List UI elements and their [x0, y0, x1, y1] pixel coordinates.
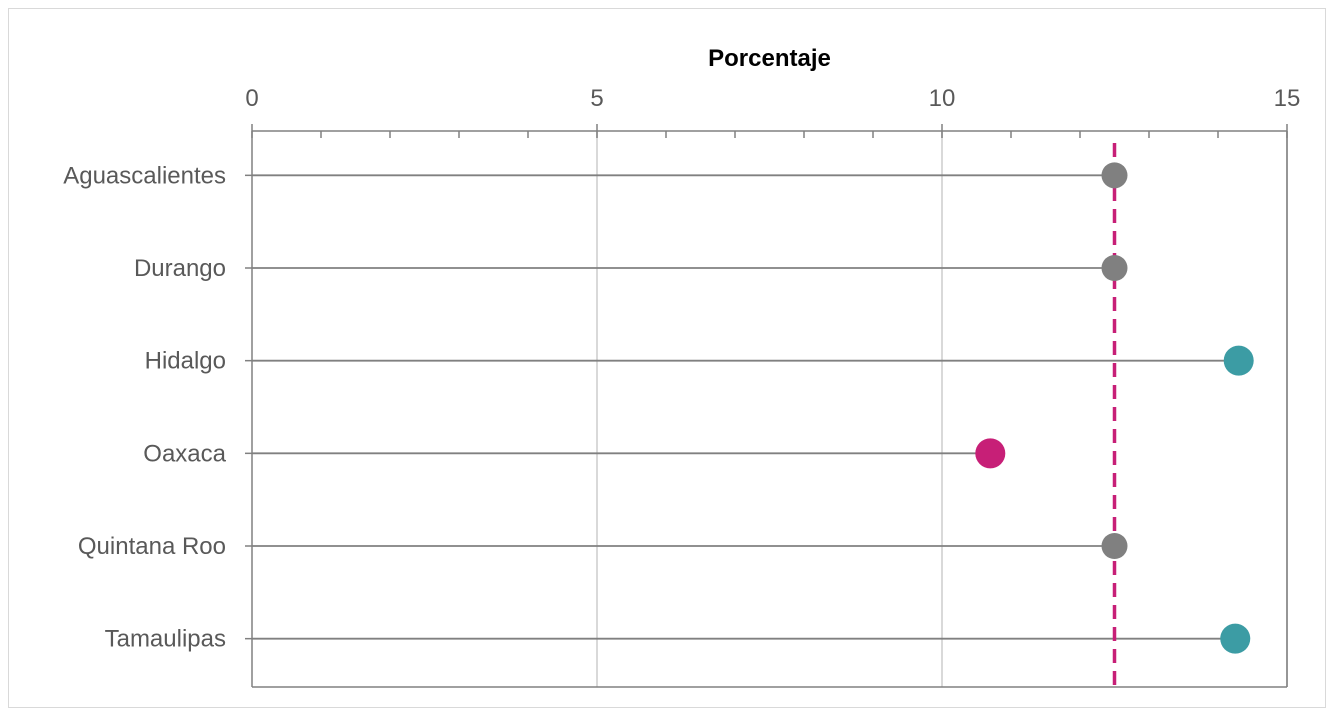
label-layer: 0 5 10 15 Aguascalientes Durango Hidalgo Oaxaca… — [63, 85, 1300, 653]
point-durango — [1101, 255, 1128, 281]
lollipop-chart: 0 5 10 15 Aguascalientes Durango Hidalgo Oaxaca… — [63, 45, 1300, 688]
x-tick-label-0: 0 — [245, 85, 258, 112]
category-label-hidalgo: Hidalgo — [145, 348, 226, 375]
x-tick-label-5: 5 — [590, 85, 603, 112]
category-label-durango: Durango — [134, 255, 226, 282]
category-label-quintana-roo: Quintana Roo — [78, 533, 226, 560]
x-tick-label-10: 10 — [929, 85, 956, 112]
category-label-tamaulipas: Tamaulipas — [105, 626, 226, 653]
category-label-oaxaca: Oaxaca — [143, 440, 226, 467]
chart-frame: 0 5 10 15 Aguascalientes Durango Hidalgo Oaxaca… — [8, 8, 1326, 708]
point-aguascalientes — [1101, 162, 1128, 189]
point-layer — [975, 162, 1254, 654]
x-axis-title: Porcentaje — [708, 45, 831, 72]
x-tick-label-15: 15 — [1274, 85, 1301, 112]
point-hidalgo — [1223, 345, 1254, 376]
point-quintana-roo — [1101, 533, 1128, 559]
point-oaxaca — [975, 438, 1006, 469]
axis-layer — [245, 124, 1288, 688]
stem-layer — [252, 174, 1239, 640]
grid-layer — [596, 131, 1288, 687]
point-tamaulipas — [1220, 623, 1251, 654]
category-label-aguascalientes: Aguascalientes — [63, 162, 226, 189]
